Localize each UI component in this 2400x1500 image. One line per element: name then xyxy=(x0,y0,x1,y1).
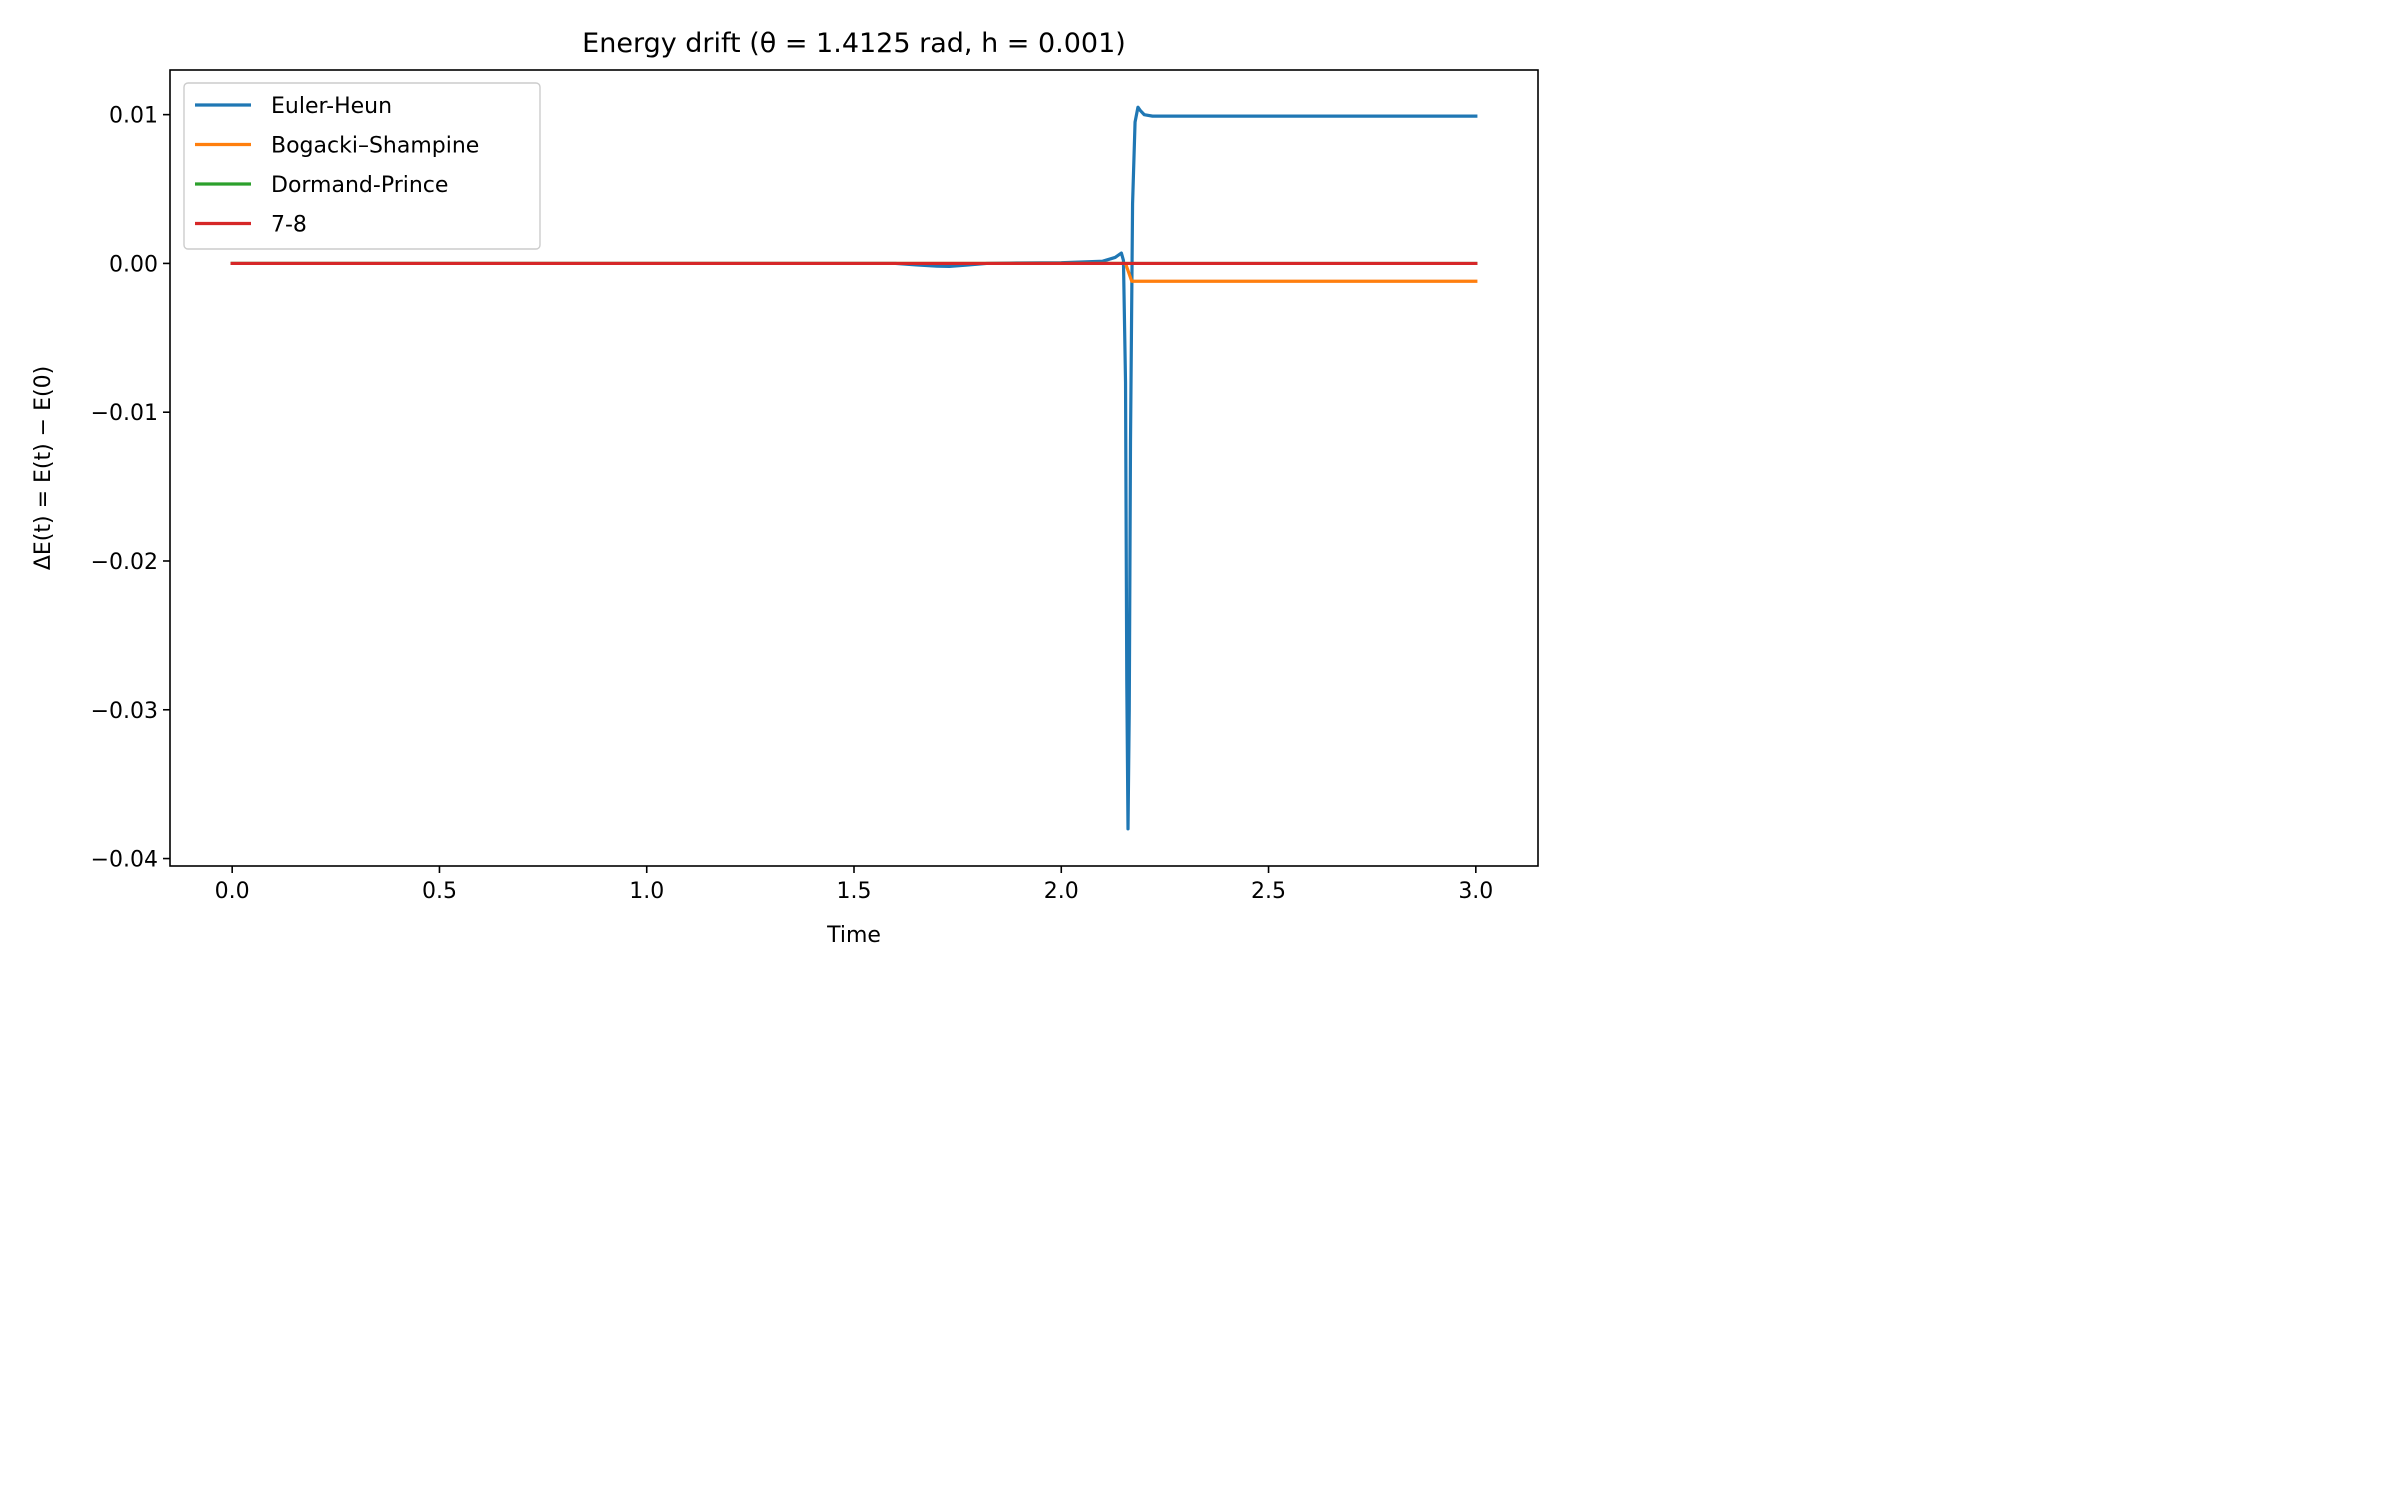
y-tick-label: −0.01 xyxy=(91,401,158,426)
x-axis-ticks: 0.0 0.5 1.0 1.5 2.0 2.5 3.0 xyxy=(215,866,1493,904)
x-tick-label: 2.5 xyxy=(1251,879,1286,904)
legend-label: Dormand-Prince xyxy=(271,173,448,198)
x-tick-label: 1.0 xyxy=(629,879,664,904)
chart-svg: Energy drift (θ = 1.4125 rad, h = 0.001)… xyxy=(0,0,1560,975)
legend-label: 7-8 xyxy=(271,213,307,238)
x-tick-label: 0.5 xyxy=(422,879,457,904)
legend-label: Euler-Heun xyxy=(271,94,392,119)
legend: Euler-Heun Bogacki–Shampine Dormand-Prince… xyxy=(183,82,541,250)
y-axis-label: ΔE(t) = E(t) − E(0) xyxy=(31,366,56,570)
chart-title: Energy drift (θ = 1.4125 rad, h = 0.001) xyxy=(582,28,1126,59)
x-axis-label: Time xyxy=(826,923,881,948)
x-tick-label: 3.0 xyxy=(1458,879,1493,904)
series-line-1 xyxy=(230,105,1478,831)
x-tick-label: 1.5 xyxy=(837,879,872,904)
y-tick-label: 0.01 xyxy=(109,104,158,129)
y-tick-label: −0.04 xyxy=(91,848,158,873)
y-tick-label: −0.03 xyxy=(91,699,158,724)
series-lines xyxy=(230,105,1478,831)
y-tick-label: −0.02 xyxy=(91,550,158,575)
legend-label: Bogacki–Shampine xyxy=(271,134,479,159)
y-axis-ticks: 0.01 0.00 −0.01 −0.02 −0.03 −0.04 xyxy=(91,104,170,873)
x-tick-label: 0.0 xyxy=(215,879,250,904)
y-tick-label: 0.00 xyxy=(109,252,158,277)
legend-box xyxy=(183,82,541,250)
chart-figure: Energy drift (θ = 1.4125 rad, h = 0.001)… xyxy=(0,0,1560,975)
x-tick-label: 2.0 xyxy=(1044,879,1079,904)
